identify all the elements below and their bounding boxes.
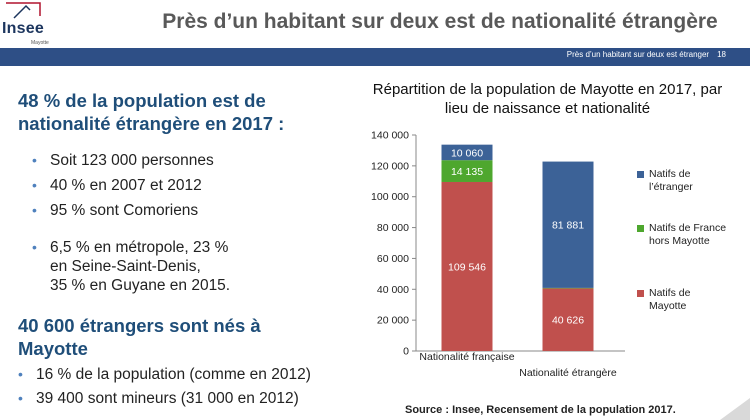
x-tick-label: Nationalité étrangère [519,367,617,379]
bullet-text: 16 % de la population (comme en 2012) [36,366,311,383]
y-tick-label: 120 000 [371,160,409,172]
page-number: 18 [717,50,726,59]
data-label: 81 881 [552,220,584,232]
x-tick-label: Nationalité française [419,351,514,363]
bullet-item: • 39 400 sont mineurs (31 000 en 2012) [18,389,299,408]
corner-decoration [720,398,750,420]
bullet-item: • 6,5 % en métropole, 23 % en Seine-Sain… [32,238,231,295]
heading-line: Mayotte [18,338,88,359]
bullet-dot-icon: • [18,366,23,382]
bullet-dot-icon: • [32,177,37,193]
bullet-dot-icon: • [32,152,37,168]
bullet-text: 95 % sont Comoriens [50,202,199,219]
y-tick-label: 140 000 [371,130,409,142]
bar-segment [441,181,493,351]
bar-segment [542,287,594,289]
bullet-dot-icon: • [32,239,37,255]
legend-swatch [637,290,644,297]
bullet-item: • Soit 123 000 personnes [32,151,214,170]
legend-label: Mayotte [649,300,687,312]
heading-line: 48 % de la population est de [18,90,266,111]
data-label: 14 135 [451,166,483,178]
chart-source: Source : Insee, Recensement de la popula… [405,404,676,416]
logo-text: Insee [2,20,44,37]
data-label: 10 060 [451,147,483,159]
chart-title-line: Répartition de la population de Mayotte … [372,81,723,98]
y-tick-label: 100 000 [371,191,409,203]
bullet-text: en Seine-Saint-Denis, [50,258,201,275]
bullet-dot-icon: • [32,202,37,218]
y-tick-label: 0 [403,346,409,358]
legend-swatch [637,225,644,232]
data-label: 109 546 [448,261,486,273]
legend-label: Natifs de [649,287,691,299]
chart-title-line: lieu de naissance et nationalité [444,100,651,117]
bullet-text: 39 400 sont mineurs (31 000 en 2012) [36,390,299,407]
stacked-bar-chart: 0 20 000 40 000 60 000 80 000 100 000 120 000 1… [371,130,726,380]
bullet-dot-icon: • [18,390,23,406]
band-text: Près d’un habitant sur deux est étranger [566,50,710,59]
heading-foreigners: 40 600 étrangers sont nés à Mayotte [18,314,261,360]
bar-segment [542,161,594,288]
bullet-item: • 40 % en 2007 et 2012 [32,176,202,195]
bullet-text: 40 % en 2007 et 2012 [50,177,202,194]
page-title: Près d’un habitant sur deux est de natio… [162,10,718,33]
legend-label: Natifs de [649,168,691,180]
bullet-text: 6,5 % en métropole, 23 % [50,239,229,256]
header-band: Près d’un habitant sur deux est étranger… [0,48,750,66]
bullet-text: 35 % en Guyane en 2015. [50,277,231,294]
bullet-item: • 95 % sont Comoriens [32,201,199,220]
legend-label: l’étranger [649,181,693,193]
bar-segment [542,288,594,351]
legend-swatch [637,171,644,178]
band-caption: Près d’un habitant sur deux est étranger… [567,50,726,59]
legend-label: hors Mayotte [649,235,710,247]
logo-subtext: Mayotte [31,40,49,46]
bar-segment [441,144,493,161]
y-tick-label: 40 000 [377,284,409,296]
bullet-item: • 16 % de la population (comme en 2012) [18,365,311,384]
logo-mark-icon [0,0,48,22]
data-label: 40 626 [552,315,584,327]
chart-title: Répartition de la population de Mayotte … [345,80,750,118]
y-tick-label: 20 000 [377,315,409,327]
legend-label: Natifs de France [649,222,726,234]
y-tick-label: 60 000 [377,253,409,265]
bullet-text: Soit 123 000 personnes [50,152,214,169]
heading-line: 40 600 étrangers sont nés à [18,315,261,336]
insee-logo: Insee Mayotte [0,0,49,48]
y-tick-label: 80 000 [377,222,409,234]
bar-segment [441,160,493,182]
heading-line: nationalité étrangère en 2017 : [18,113,285,134]
heading-nationality: 48 % de la population est de nationalité… [18,89,284,135]
